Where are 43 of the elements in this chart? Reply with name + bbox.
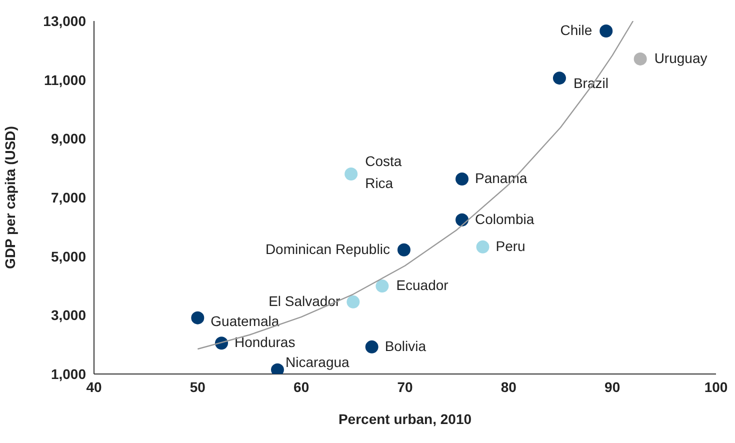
y-tick-label: 3,000 (50, 307, 86, 324)
point (552, 72, 566, 85)
series-label: Honduras (234, 334, 296, 350)
series-label: Uruguay (654, 50, 708, 66)
series-label: Colombia (475, 210, 534, 227)
x-tick-label: 100 (704, 378, 728, 395)
x-tick-label: 40 (86, 378, 102, 395)
y-tick-label: 5,000 (50, 248, 86, 264)
y-tick-label: 9,000 (50, 130, 86, 147)
point (344, 167, 358, 180)
line-series (197, 21, 634, 350)
y-tick-label: 1,000 (50, 366, 86, 382)
series-label: Costa Rica (365, 152, 402, 191)
x-tick-label: 50 (190, 378, 206, 395)
x-axis-title: Percent urban, 2010 (338, 411, 472, 427)
series-label: El Salvador (268, 292, 341, 309)
series-label: Guatemala (210, 312, 280, 329)
point (397, 243, 410, 256)
series-label: Ecuador (396, 277, 449, 294)
point (346, 295, 360, 308)
x-tick-label: 80 (500, 378, 517, 395)
point (376, 280, 389, 293)
y-axis-title: GDP per capita (USD) (2, 126, 18, 269)
y-tick-label: 7,000 (50, 189, 86, 206)
x-tick-label: 70 (397, 378, 413, 395)
series-label: Peru (496, 238, 526, 254)
point (456, 172, 469, 186)
series-label: Nicaragua (285, 354, 350, 370)
series-label: Bolivia (384, 338, 426, 354)
point (191, 311, 204, 324)
series-label: Panama (475, 170, 528, 186)
point (456, 213, 469, 226)
series-label: Brazil (573, 75, 608, 92)
point (634, 52, 647, 66)
x-tick-label: 60 (294, 378, 310, 395)
x-tick-label: 90 (604, 378, 620, 395)
point (365, 340, 378, 354)
point (476, 240, 490, 254)
y-tick-label: 11,000 (44, 72, 86, 88)
y-tick-label: 13,000 (43, 12, 86, 29)
point (600, 24, 613, 38)
series-label: Chile (560, 22, 592, 38)
series-label: Dominican Republic (265, 240, 390, 257)
